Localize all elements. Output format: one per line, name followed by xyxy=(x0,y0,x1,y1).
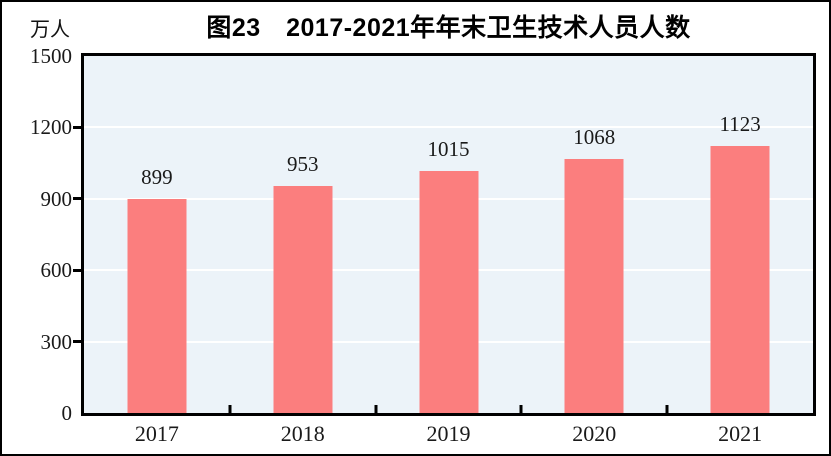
y-axis-unit-label: 万人 xyxy=(30,19,70,41)
bar-2020 xyxy=(564,158,624,413)
x-tick-label: 2018 xyxy=(280,421,325,446)
x-axis-boundary-tick xyxy=(228,405,232,413)
bar-value-label: 1015 xyxy=(427,137,470,162)
y-axis-tick xyxy=(73,197,81,201)
y-tick-label: 600 xyxy=(40,258,73,283)
chart-title: 图23 2017-2021年年末卫生技术人员人数 xyxy=(206,14,691,42)
y-gridline xyxy=(84,126,813,129)
x-axis-boundary-tick xyxy=(665,405,669,413)
bar-2018 xyxy=(273,186,333,413)
bar-value-label: 1068 xyxy=(573,124,616,149)
y-axis-tick xyxy=(73,268,81,272)
bar-value-label: 899 xyxy=(141,165,173,190)
y-axis-tick xyxy=(73,125,81,129)
x-tick-label: 2020 xyxy=(572,421,617,446)
y-tick-label: 0 xyxy=(61,401,73,425)
bar-value-label: 953 xyxy=(286,152,319,177)
x-axis-boundary-tick xyxy=(374,405,378,413)
x-tick-label: 2021 xyxy=(718,421,763,446)
y-axis-tick xyxy=(73,340,81,344)
plot-area: 899 953 1015 1068 1123 xyxy=(81,53,816,416)
x-tick-label: 2017 xyxy=(134,421,179,446)
y-tick-label: 1200 xyxy=(30,115,72,140)
y-tick-label: 300 xyxy=(40,329,73,354)
x-tick-label: 2019 xyxy=(426,421,471,446)
bar-value-label: 1123 xyxy=(719,111,761,136)
y-tick-label: 900 xyxy=(40,186,73,211)
bar-2017 xyxy=(127,199,187,413)
y-tick-label: 1500 xyxy=(30,44,72,68)
x-axis-boundary-tick xyxy=(519,405,523,413)
bar-2021 xyxy=(710,145,770,413)
bar-2019 xyxy=(419,171,478,413)
